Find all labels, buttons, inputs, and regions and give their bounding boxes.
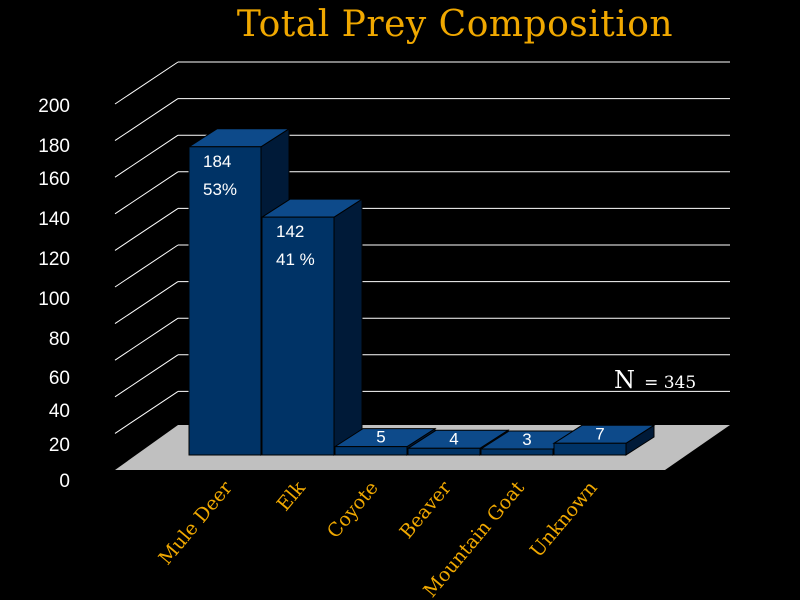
bar xyxy=(261,216,335,456)
y-tick-label: 160 xyxy=(38,169,70,190)
bar xyxy=(480,448,554,456)
bars xyxy=(187,127,656,456)
sample-size-value: = 345 xyxy=(644,373,696,393)
y-tick-label: 80 xyxy=(49,329,70,350)
gridline-wall xyxy=(114,317,179,361)
y-tick-label: 20 xyxy=(49,435,70,456)
data-label: 53% xyxy=(203,180,237,199)
y-tick-label: 180 xyxy=(38,136,70,157)
gridline-wall xyxy=(114,61,179,105)
data-label: 3 xyxy=(522,430,531,449)
x-tick-label: Unknown xyxy=(526,477,602,562)
gridline-wall xyxy=(114,98,179,142)
data-label: 5 xyxy=(376,428,385,447)
sample-size-annotation: N = 345 xyxy=(614,366,696,394)
data-labels: 184 53% 142 41 % 5 4 3 7 xyxy=(203,152,605,449)
data-label: 41 % xyxy=(276,250,315,269)
y-tick-label: 100 xyxy=(38,289,70,310)
y-tick-label: 40 xyxy=(49,401,70,422)
y-axis-ticks: 0 20 40 60 80 100 120 140 160 180 200 xyxy=(38,96,70,492)
bar xyxy=(407,447,481,456)
data-label: 142 xyxy=(276,222,304,241)
x-tick-label: Beaver xyxy=(396,476,457,543)
y-tick-label: 0 xyxy=(59,471,70,492)
bar-side xyxy=(333,198,363,456)
gridline-wall xyxy=(114,244,179,288)
data-label: 7 xyxy=(595,424,604,443)
y-tick-label: 140 xyxy=(38,209,70,230)
data-label: 184 xyxy=(203,152,231,171)
gridline-wall xyxy=(114,281,179,325)
gridline-wall xyxy=(114,390,179,434)
gridline-wall xyxy=(114,354,179,398)
y-tick-label: 200 xyxy=(38,96,70,117)
x-tick-label: Coyote xyxy=(323,477,383,542)
chart-title: Total Prey Composition xyxy=(236,4,674,45)
bar xyxy=(334,446,408,456)
gridline-wall xyxy=(114,134,179,178)
y-tick-label: 120 xyxy=(38,249,70,270)
gridline-wall xyxy=(114,207,179,251)
y-tick-label: 60 xyxy=(49,368,70,389)
bar xyxy=(188,146,262,456)
data-label: 4 xyxy=(449,429,458,448)
x-tick-label: Mule Deer xyxy=(155,476,238,569)
x-tick-label: Elk xyxy=(273,477,310,516)
bar xyxy=(553,442,627,456)
sample-size-symbol: N xyxy=(614,366,635,394)
gridline-wall xyxy=(114,171,179,215)
